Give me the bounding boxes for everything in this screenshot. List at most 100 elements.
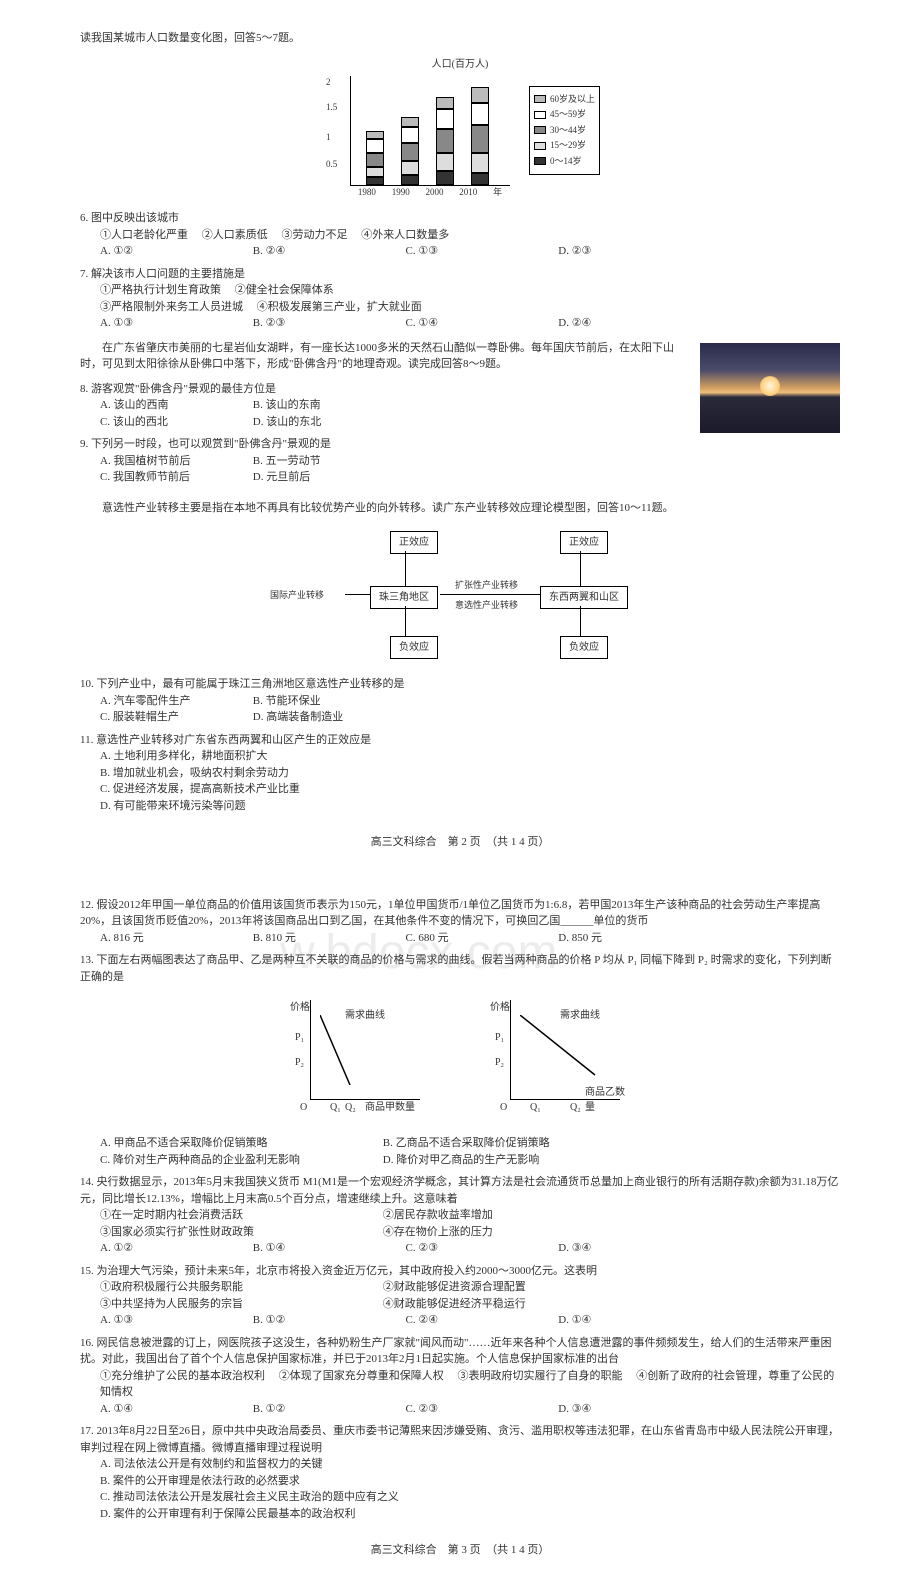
sunset-photo xyxy=(700,343,840,433)
option: C. ②③ xyxy=(406,1240,556,1257)
page-2: 读我国某城市人口数量变化图，回答5～7题。 人口(百万人) 2 1.5 1 0.… xyxy=(80,30,840,851)
axis-label: 商品乙数量 xyxy=(585,1085,630,1115)
y-tick: 1 xyxy=(326,131,331,145)
flow-box: 负效应 xyxy=(390,636,438,659)
page-3: w.bdocx.com 12. 假设2012年甲国一单位商品的价值用该国货币表示… xyxy=(80,897,840,1559)
option: D. 有可能带来环境污染等问题 xyxy=(100,798,840,815)
axis-label: P₁ xyxy=(295,1030,304,1045)
option: C. ①④ xyxy=(406,315,556,332)
option: A. 我国植树节前后 xyxy=(100,453,250,470)
option: B. 乙商品不适合采取降价促销策略 xyxy=(383,1135,550,1152)
option: C. 该山的西北 xyxy=(100,414,250,431)
question-6: 6. 图中反映出该城市 ①人口老龄化严重 ②人口素质低 ③劳动力不足 ④外来人口… xyxy=(80,210,840,260)
question-stem: 9. 下列另一时段，也可以观赏到"卧佛含丹"景观的是 xyxy=(80,436,840,453)
option: A. 甲商品不适合采取降价促销策略 xyxy=(100,1135,380,1152)
question-item: ③国家必须实行扩张性财政政策 xyxy=(100,1224,380,1241)
option: A. 土地利用多样化，耕地面积扩大 xyxy=(100,748,840,765)
flow-box: 珠三角地区 xyxy=(370,586,438,609)
question-item: ①充分维护了公民的基本政治权利 xyxy=(100,1370,265,1382)
axis-label: Q₁ xyxy=(530,1100,541,1115)
option: D. ②④ xyxy=(558,315,708,332)
flow-box: 负效应 xyxy=(560,636,608,659)
flow-label: 意选性产业转移 xyxy=(455,599,518,613)
option: A. ①② xyxy=(100,1240,250,1257)
option: C. 推动司法依法公开是发展社会主义民主政治的题中应有之义 xyxy=(100,1489,840,1506)
legend-label: 15～29岁 xyxy=(550,139,586,153)
option: B. 节能环保业 xyxy=(253,693,403,710)
option: D. ③④ xyxy=(558,1240,708,1257)
flow-label: 扩张性产业转移 xyxy=(455,579,518,593)
option: D. 案件的公开审理有利于保障公民最基本的政治权利 xyxy=(100,1506,840,1523)
question-item: ①政府积极履行公共服务职能 xyxy=(100,1279,380,1296)
x-tick: 1980 xyxy=(358,186,376,200)
option: B. 增加就业机会，吸纳农村剩余劳动力 xyxy=(100,765,840,782)
option: B. 案件的公开审理是依法行政的必然要求 xyxy=(100,1473,840,1490)
legend-label: 0～14岁 xyxy=(550,155,582,169)
option: B. ①② xyxy=(253,1312,403,1329)
option: C. ①③ xyxy=(406,243,556,260)
option: C. 降价对生产两种商品的企业盈利无影响 xyxy=(100,1152,380,1169)
x-axis-label: 年 xyxy=(493,186,502,200)
question-item: ④财政能够促进经济平稳运行 xyxy=(383,1298,526,1310)
option: D. 该山的东北 xyxy=(253,414,403,431)
flow-label: 国际产业转移 xyxy=(270,589,324,603)
option: C. 服装鞋帽生产 xyxy=(100,709,250,726)
demand-chart-right: 价格 需求曲线 P₁ P₂ O Q₁ Q₂ 商品乙数量 xyxy=(490,1000,630,1120)
question-item: ①在一定时期内社会消费活跃 xyxy=(100,1207,380,1224)
axis-label: Q₂ xyxy=(345,1100,356,1115)
question-stem: 13. 下面左右两幅图表达了商品甲、乙是两种互不关联的商品的价格与需求的曲线。假… xyxy=(80,952,840,985)
question-stem: 14. 央行数据显示，2013年5月末我国狭义货币 M1(M1是一个宏观经济学概… xyxy=(80,1174,840,1207)
option: B. ②③ xyxy=(253,315,403,332)
question-item: ③严格限制外来务工人员进城 xyxy=(100,301,243,313)
x-tick: 2010 xyxy=(459,186,477,200)
question-stem: 6. 图中反映出该城市 xyxy=(80,210,840,227)
option: D. 850 元 xyxy=(558,930,708,947)
question-16: 16. 网民信息被泄露的订上，网医院孩子这没生，各种奶粉生产厂家就"闻风而动"…… xyxy=(80,1335,840,1418)
legend-label: 45～59岁 xyxy=(550,108,586,122)
axis-label: 价格 xyxy=(290,1000,310,1015)
option: D. ①④ xyxy=(558,1312,708,1329)
option: A. 816 元 xyxy=(100,930,250,947)
option: B. 该山的东南 xyxy=(253,397,403,414)
option: A. ①④ xyxy=(100,1401,250,1418)
question-12: 12. 假设2012年甲国一单位商品的价值用该国货币表示为150元，1单位甲国货… xyxy=(80,897,840,947)
option: D. 高端装备制造业 xyxy=(253,709,403,726)
question-item: ①严格执行计划生育政策 xyxy=(100,284,221,296)
legend-label: 30～44岁 xyxy=(550,124,586,138)
page-footer: 高三文科综合 第 2 页 （共 1 4 页） xyxy=(80,834,840,851)
flow-box: 东西两翼和山区 xyxy=(540,586,628,609)
question-10: 10. 下列产业中，最有可能属于珠江三角洲地区意选性产业转移的是 A. 汽车零配… xyxy=(80,676,840,726)
question-item: ③中共坚持为人民服务的宗旨 xyxy=(100,1296,380,1313)
question-stem: 10. 下列产业中，最有可能属于珠江三角洲地区意选性产业转移的是 xyxy=(80,676,840,693)
option: D. ③④ xyxy=(558,1401,708,1418)
question-17: 17. 2013年8月22日至26日，原中共中央政治局委员、重庆市委书记薄熙来因… xyxy=(80,1423,840,1522)
x-tick: 2000 xyxy=(425,186,443,200)
question-item: ②健全社会保障体系 xyxy=(235,284,334,296)
question-13: 13. 下面左右两幅图表达了商品甲、乙是两种互不关联的商品的价格与需求的曲线。假… xyxy=(80,952,840,1168)
option: C. 促进经济发展，提高高新技术产业比重 xyxy=(100,781,840,798)
question-item: ②居民存款收益率增加 xyxy=(383,1209,493,1221)
option: D. ②③ xyxy=(558,243,708,260)
chart-title: 人口(百万人) xyxy=(320,57,600,72)
question-item: ②体现了国家充分尊重和保障人权 xyxy=(279,1370,444,1382)
option: C. 680 元 xyxy=(406,930,556,947)
question-item: ③表明政府切实履行了自身的职能 xyxy=(458,1370,623,1382)
question-stem: 16. 网民信息被泄露的订上，网医院孩子这没生，各种奶粉生产厂家就"闻风而动"…… xyxy=(80,1335,840,1368)
question-item: ②财政能够促进资源合理配置 xyxy=(383,1281,526,1293)
axis-label: O xyxy=(300,1100,307,1115)
option: A. ①② xyxy=(100,243,250,260)
question-stem: 15. 为治理大气污染，预计未来5年，北京市将投入资金近万亿元，其中政府投入约2… xyxy=(80,1263,840,1280)
flow-box: 正效应 xyxy=(560,531,608,554)
page-footer: 高三文科综合 第 3 页 （共 1 4 页） xyxy=(80,1542,840,1559)
question-stem: 17. 2013年8月22日至26日，原中共中央政治局委员、重庆市委书记薄熙来因… xyxy=(80,1423,840,1456)
question-stem: 12. 假设2012年甲国一单位商品的价值用该国货币表示为150元，1单位甲国货… xyxy=(80,897,840,930)
question-item: ②人口素质低 xyxy=(202,229,268,241)
demand-charts: 价格 需求曲线 P₁ P₂ O Q₁ Q₂ 商品甲数量 价格 需求曲线 P₁ P… xyxy=(80,1000,840,1120)
question-11: 11. 意选性产业转移对广东省东西两翼和山区产生的正效应是 A. 土地利用多样化… xyxy=(80,732,840,815)
option: C. 我国教师节前后 xyxy=(100,469,250,486)
question-stem: 11. 意选性产业转移对广东省东西两翼和山区产生的正效应是 xyxy=(80,732,840,749)
option: A. 该山的西南 xyxy=(100,397,250,414)
axis-label: P₁ xyxy=(495,1030,504,1045)
intro-10-11: 意选性产业转移主要是指在本地不再具有比较优势产业的向外转移。读广东产业转移效应理… xyxy=(80,500,840,517)
flow-diagram: 正效应 正效应 珠三角地区 东西两翼和山区 负效应 负效应 国际产业转移 扩张性… xyxy=(260,531,660,661)
